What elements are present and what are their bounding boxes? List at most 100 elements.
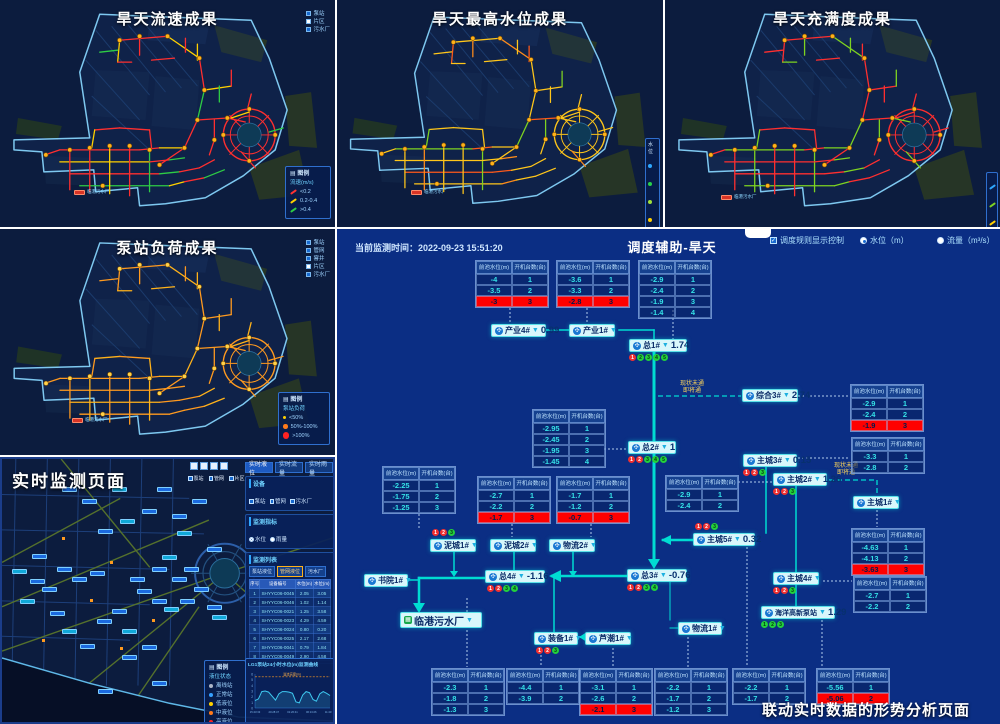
station-pill[interactable]: [152, 681, 167, 686]
pump-node-主城5#[interactable]: ✣ 主城5# ▼ 0.32: [693, 533, 761, 546]
pump-station-dot[interactable]: [602, 131, 608, 137]
pump-station-dot[interactable]: [246, 158, 252, 164]
pump-station-dot[interactable]: [861, 55, 867, 61]
pump-station-dot[interactable]: [937, 132, 943, 138]
dropdown-arrow-icon[interactable]: ▼: [625, 635, 633, 642]
station-pill[interactable]: [30, 579, 45, 584]
alarm-marker[interactable]: [62, 537, 65, 540]
pump-station-dot[interactable]: [127, 371, 133, 377]
pump-station-dot[interactable]: [434, 181, 440, 187]
station-pill[interactable]: [112, 487, 127, 492]
locate-icon[interactable]: [210, 462, 218, 470]
alarm-marker[interactable]: [42, 639, 45, 642]
table-row[interactable]: 5 SHYYC06-0024 0.80 0.20: [248, 624, 332, 634]
pump-station-dot[interactable]: [772, 143, 778, 149]
radio-flow[interactable]: 流量（m³/s）: [937, 235, 999, 246]
pump-station-dot[interactable]: [470, 35, 476, 41]
pump-station-dot[interactable]: [181, 145, 187, 151]
pump-station-dot[interactable]: [165, 33, 170, 39]
checkbox-icon[interactable]: [306, 248, 312, 254]
pump-node-主城1#[interactable]: ✣ 主城1# ▼: [853, 496, 901, 509]
alarm-marker[interactable]: [120, 647, 123, 650]
pump-station-dot[interactable]: [224, 343, 230, 349]
pump-station-dot[interactable]: [107, 143, 113, 149]
pump-station-dot[interactable]: [157, 162, 163, 168]
radio-off-icon[interactable]: [937, 237, 944, 244]
pump-station-dot[interactable]: [782, 37, 788, 43]
pump-station-dot[interactable]: [830, 33, 835, 39]
pump-station-dot[interactable]: [246, 386, 252, 392]
map-layer-toggle-管网[interactable]: 管网: [208, 475, 224, 482]
plant-marker[interactable]: 临港污水厂: [74, 189, 110, 195]
dropdown-arrow-icon[interactable]: ▼: [659, 572, 667, 579]
table-row[interactable]: 2 SHYYC06-0046 1.02 1.14: [248, 597, 332, 607]
pump-station-dot[interactable]: [246, 106, 252, 112]
pump-station-dot[interactable]: [147, 147, 153, 153]
dropdown-arrow-icon[interactable]: ▼: [813, 476, 821, 483]
pump-station-dot[interactable]: [441, 142, 447, 148]
station-pill[interactable]: [207, 605, 222, 610]
dropdown-arrow-icon[interactable]: ▼: [517, 573, 525, 580]
map-layer-toggle-片区[interactable]: 片区: [229, 475, 245, 482]
layer-toggle-stack[interactable]: 泵站 管网 窨井 片区 污水厂: [306, 239, 330, 279]
table-row[interactable]: 3 SHYYC06-0021 1.25 3.58: [248, 606, 332, 616]
station-pill[interactable]: [212, 615, 227, 620]
pump-station-dot[interactable]: [402, 146, 408, 152]
pump-station-dot[interactable]: [577, 106, 582, 112]
station-pill[interactable]: [192, 499, 207, 504]
tab-实时液位[interactable]: 实时液位: [245, 462, 273, 477]
pump-station-dot[interactable]: [421, 144, 427, 150]
checkbox-icon[interactable]: [306, 11, 312, 17]
layer-toggle-片区[interactable]: 片区: [306, 18, 330, 26]
pump-station-dot[interactable]: [157, 390, 163, 396]
station-pill[interactable]: [62, 629, 77, 634]
zoom-in-icon[interactable]: [190, 462, 198, 470]
list-tab-管网液位[interactable]: 管网液位: [277, 566, 304, 577]
station-pill[interactable]: [152, 599, 167, 604]
station-pill[interactable]: [177, 531, 192, 536]
station-pill[interactable]: [172, 577, 187, 582]
map-layer-toggle-泵站[interactable]: 泵站: [188, 475, 204, 482]
station-pill[interactable]: [82, 499, 97, 504]
station-pill[interactable]: [98, 689, 113, 694]
station-pill[interactable]: [152, 567, 167, 572]
device-toggle-污水厂[interactable]: 污水厂: [290, 499, 312, 505]
station-pill[interactable]: [180, 599, 195, 604]
pump-station-dot[interactable]: [514, 144, 519, 150]
pump-station-dot[interactable]: [555, 115, 561, 121]
station-pill[interactable]: [162, 555, 177, 560]
pump-station-dot[interactable]: [543, 136, 549, 142]
pump-node-综合3#[interactable]: ✣ 综合3# ▼ 2.74: [742, 389, 810, 402]
map-toolbar[interactable]: [190, 462, 228, 470]
pump-station-dot[interactable]: [87, 373, 93, 379]
station-pill[interactable]: [164, 607, 179, 612]
pump-node-书院1#[interactable]: ✣ 书院1# ▼: [364, 574, 412, 587]
pump-node-产业1#[interactable]: ✣ 产业1# ▼: [569, 324, 617, 337]
dropdown-arrow-icon[interactable]: ▼: [782, 392, 790, 399]
pump-station-dot[interactable]: [147, 375, 153, 381]
pump-station-dot[interactable]: [67, 375, 73, 381]
layer-toggle-管网[interactable]: 管网: [306, 247, 330, 255]
checkbox-icon[interactable]: [306, 27, 312, 33]
dropdown-arrow-icon[interactable]: ▼: [574, 635, 582, 642]
pump-station-dot[interactable]: [577, 157, 582, 163]
checkbox-icon[interactable]: [306, 256, 312, 262]
list-tab-污水厂[interactable]: 污水厂: [305, 566, 327, 577]
alarm-marker[interactable]: [90, 599, 93, 602]
dropdown-arrow-icon[interactable]: ▼: [589, 542, 597, 549]
station-pill[interactable]: [42, 587, 57, 592]
plant-marker[interactable]: 临港污水厂: [721, 194, 757, 200]
pump-node-临港污水厂[interactable]: ▦ 临港污水厂 ▼: [400, 612, 482, 628]
layer-toggle-污水厂[interactable]: 污水厂: [306, 26, 330, 34]
tab-实时流量[interactable]: 实时流量: [275, 462, 303, 477]
checkbox-icon[interactable]: [306, 240, 312, 246]
pump-station-dot[interactable]: [194, 345, 200, 351]
pump-station-dot[interactable]: [127, 143, 133, 149]
dropdown-arrow-icon[interactable]: ▼: [893, 499, 901, 506]
dropdown-arrow-icon[interactable]: ▼: [783, 457, 791, 464]
dropdown-arrow-icon[interactable]: ▼: [470, 542, 478, 549]
dropdown-arrow-icon[interactable]: ▼: [530, 542, 538, 549]
layer-toggle-窨井[interactable]: 窨井: [306, 255, 330, 263]
pump-station-dot[interactable]: [100, 411, 106, 417]
fullness-map[interactable]: [665, 0, 1000, 227]
